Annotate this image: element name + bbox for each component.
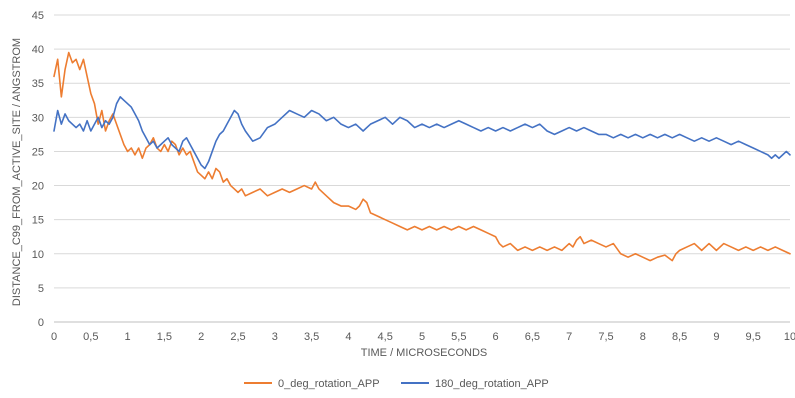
x-tick-label: 0 [51,331,57,343]
y-axis-ticks: 0 5 10 15 20 25 30 35 40 45 [32,10,44,329]
x-axis-title: TIME / MICROSECONDS [361,347,488,359]
y-tick-label: 10 [32,249,44,261]
x-tick-label: 1,5 [157,331,172,343]
y-tick-label: 25 [32,146,44,158]
x-axis-ticks: 0 0,5 1 1,5 2 2,5 3 3,5 4 4,5 5 5,5 6 6,5 7 7,5 8 8,5 9 9,5… [51,331,795,343]
y-tick-label: 45 [32,10,44,22]
x-tick-label: 3 [272,331,278,343]
series-line-180_deg_rotation_APP [53,96,791,170]
series-line-0_deg_rotation_APP [53,51,791,262]
x-tick-label: 2 [198,331,204,343]
y-axis-title: DISTANCE_C99_FROM_ACTIVE_SITE / ANGSTROM [11,38,23,306]
y-tick-label: 0 [38,317,44,329]
x-tick-label: 4,5 [378,331,393,343]
y-tick-label: 35 [32,78,44,90]
x-tick-label: 9 [713,331,719,343]
x-tick-label: 8 [640,331,646,343]
y-tick-label: 15 [32,215,44,227]
legend: 0_deg_rotation_APP 180_deg_rotation_APP [244,378,549,390]
x-tick-label: 9,5 [746,331,761,343]
legend-label: 0_deg_rotation_APP [278,378,380,390]
x-tick-label: 10 [784,331,795,343]
legend-label: 180_deg_rotation_APP [435,378,549,390]
x-tick-label: 6,5 [525,331,540,343]
x-tick-label: 2,5 [230,331,245,343]
x-tick-label: 7 [566,331,572,343]
x-tick-label: 6 [493,331,499,343]
y-tick-label: 5 [38,283,44,295]
x-tick-label: 7,5 [598,331,613,343]
y-tick-label: 30 [32,112,44,124]
x-tick-label: 0,5 [83,331,98,343]
y-tick-label: 40 [32,44,44,56]
series-lines [53,51,791,262]
x-tick-label: 3,5 [304,331,319,343]
gridlines [54,14,790,323]
y-tick-label: 20 [32,181,44,193]
x-tick-label: 8,5 [672,331,687,343]
x-tick-label: 5 [419,331,425,343]
x-tick-label: 1 [125,331,131,343]
x-tick-label: 5,5 [451,331,466,343]
x-tick-label: 4 [345,331,351,343]
